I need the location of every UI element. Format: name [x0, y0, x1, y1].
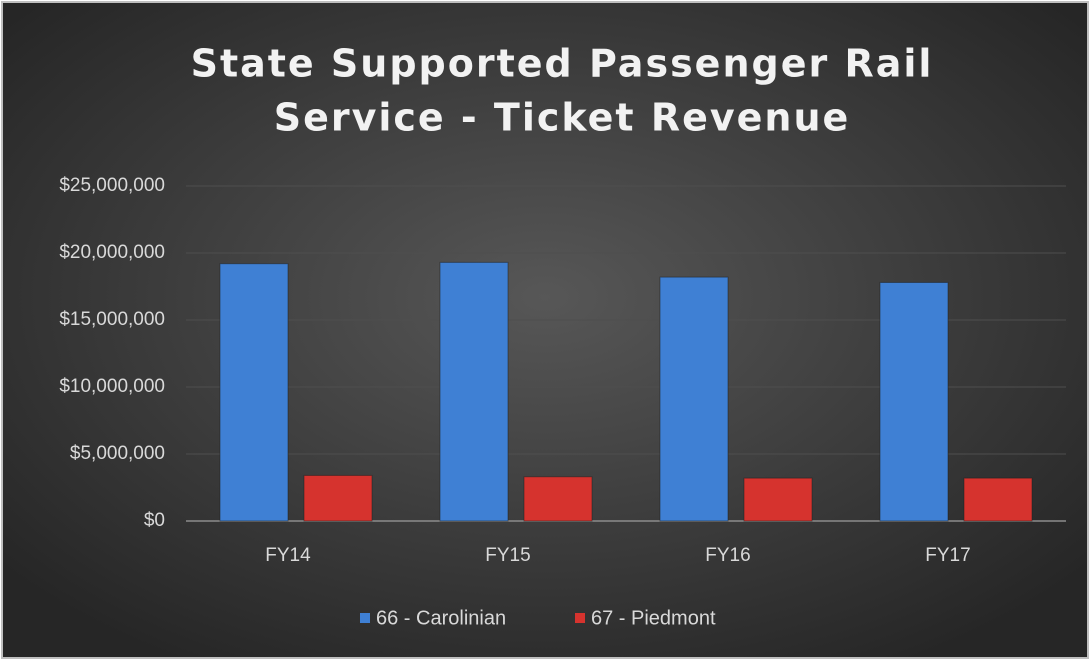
legend-label: 66 - Carolinian	[376, 607, 506, 629]
x-tick-label: FY14	[265, 545, 311, 566]
x-tick-label: FY17	[925, 545, 970, 566]
bar	[303, 474, 373, 522]
y-tick-label: $25,000,000	[59, 175, 165, 196]
bar	[743, 477, 813, 522]
y-tick-label: $10,000,000	[59, 376, 165, 397]
legend-swatch	[575, 613, 585, 623]
bar	[659, 276, 729, 522]
y-tick-label: $15,000,000	[59, 309, 165, 330]
y-tick-label: $0	[144, 510, 165, 531]
bar	[439, 261, 509, 522]
y-tick-label: $5,000,000	[70, 443, 165, 464]
bar	[219, 263, 289, 522]
x-tick-label: FY16	[705, 545, 750, 566]
y-tick-label: $20,000,000	[59, 242, 165, 263]
bar	[963, 477, 1033, 522]
legend-label: 67 - Piedmont	[591, 607, 716, 629]
bar	[523, 476, 593, 522]
chart-title: Service - Ticket Revenue	[274, 96, 851, 140]
chart-title: State Supported Passenger Rail	[191, 42, 934, 86]
x-tick-label: FY15	[485, 545, 530, 566]
bar	[879, 281, 949, 522]
legend-swatch	[360, 613, 370, 623]
